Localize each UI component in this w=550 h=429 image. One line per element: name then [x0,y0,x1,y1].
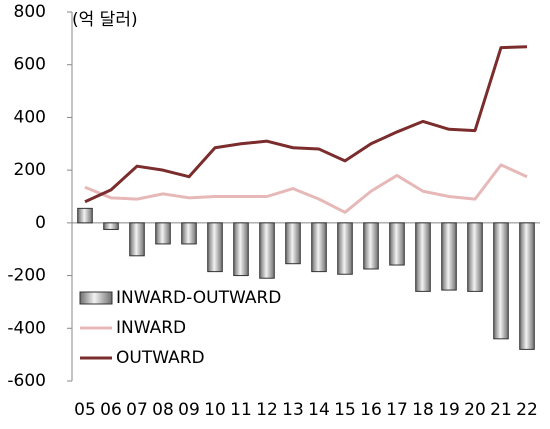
bar [259,222,275,279]
bar [519,222,535,350]
bar [181,222,197,245]
bar [493,222,509,340]
y-tick-label: 0 [35,213,46,233]
unit-label: (억 달러) [72,10,138,30]
x-tick-label: 19 [438,400,460,420]
legend-label: INWARD-OUTWARD [116,288,281,308]
x-tick-label: 20 [464,400,486,420]
bar [285,222,301,265]
x-tick-label: 11 [230,400,252,420]
x-tick-label: 13 [282,400,304,420]
x-tick-label: 21 [490,400,512,420]
x-tick-label: 14 [308,400,330,420]
x-tick-label: 05 [74,400,96,420]
legend-label: OUTWARD [116,348,205,368]
x-tick-label: 17 [386,400,408,420]
bar [77,207,93,224]
x-tick-label: 09 [178,400,200,420]
x-tick-label: 08 [152,400,174,420]
bar [389,222,405,266]
y-tick-label: -400 [7,318,46,338]
bar [415,222,431,292]
x-tick-label: 12 [256,400,278,420]
bar [311,222,327,273]
x-tick-label: 10 [204,400,226,420]
x-tick-label: 15 [334,400,356,420]
legend-label: INWARD [116,318,186,338]
y-tick-label: 800 [14,2,46,22]
line [84,45,528,204]
x-tick-label: 22 [516,400,538,420]
bar [337,222,353,275]
x-tick-label: 18 [412,400,434,420]
x-tick-label: 06 [100,400,122,420]
bar [233,222,249,277]
x-tick-label: 16 [360,400,382,420]
y-tick-label: 600 [14,55,46,75]
legend-swatch [79,291,113,305]
y-tick-label: 400 [14,107,46,127]
bar [363,222,379,270]
bar [207,222,223,273]
y-tick-label: 200 [14,160,46,180]
bar [103,222,119,230]
bar [441,222,457,291]
bar [467,222,483,292]
x-tick-label: 07 [126,400,148,420]
bar [129,222,145,257]
y-tick-label: -600 [7,371,46,391]
bar [155,222,171,245]
y-tick-label: -200 [7,266,46,286]
line [84,163,528,214]
